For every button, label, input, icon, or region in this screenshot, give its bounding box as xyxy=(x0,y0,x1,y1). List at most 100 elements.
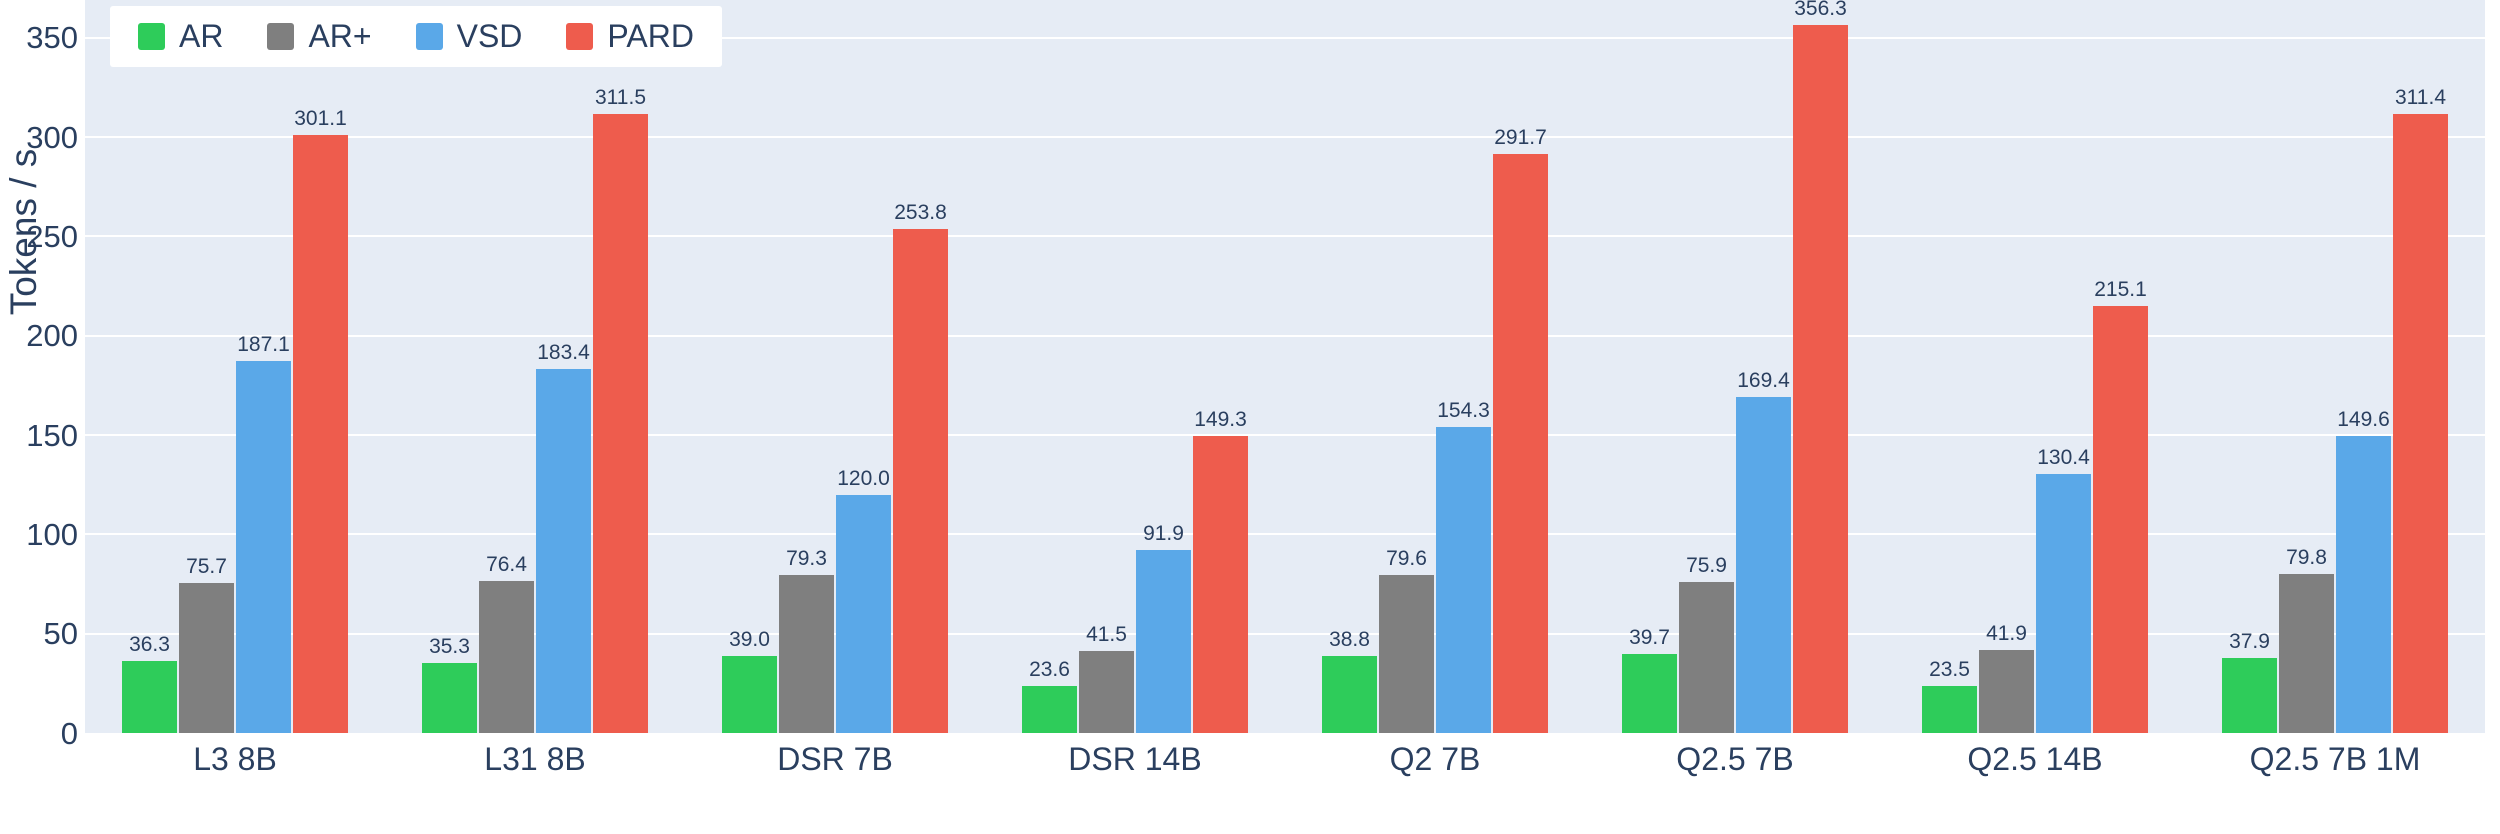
bar: 149.3 xyxy=(1193,408,1248,733)
y-tick-label: 50 xyxy=(43,616,78,652)
legend-label: AR xyxy=(179,18,224,54)
bar-value-label: 79.8 xyxy=(2286,546,2327,570)
bar-value-label: 187.1 xyxy=(237,333,290,357)
y-axis-title: Tokens / s xyxy=(3,148,44,316)
bar-group: 23.5 41.9 130.4 215.1 xyxy=(1885,0,2185,733)
bar: 215.1 xyxy=(2093,278,2148,733)
bar-value-label: 130.4 xyxy=(2037,445,2090,469)
bar: 41.9 xyxy=(1979,622,2034,733)
x-axis-category-label: DSR 7B xyxy=(777,741,893,777)
bar-group: 37.9 79.8 149.6 311.4 xyxy=(2185,0,2485,733)
bar-value-label: 169.4 xyxy=(1737,368,1790,392)
bar: 75.7 xyxy=(179,555,234,733)
bar: 311.4 xyxy=(2393,86,2448,733)
bar-value-label: 311.5 xyxy=(595,86,646,110)
bar: 75.9 xyxy=(1679,554,1734,733)
bar: 183.4 xyxy=(536,341,591,733)
bar-group: 36.3 75.7 187.1 301.1 xyxy=(85,0,385,733)
legend-item-ar[interactable]: AR xyxy=(138,18,223,55)
bar-value-label: 356.3 xyxy=(1794,0,1847,21)
x-axis-category-label: Q2.5 7B 1M xyxy=(2249,741,2421,777)
legend-item-vsd[interactable]: VSD xyxy=(415,18,522,55)
bar-group: 38.8 79.6 154.3 291.7 xyxy=(1285,0,1585,733)
bar: 154.3 xyxy=(1436,399,1491,733)
y-tick-label: 100 xyxy=(26,516,78,552)
y-tick-label: 150 xyxy=(26,417,78,453)
bar: 187.1 xyxy=(236,333,291,733)
legend-label: AR+ xyxy=(308,18,372,54)
bar-value-label: 253.8 xyxy=(894,200,947,224)
legend-swatch-icon xyxy=(267,23,295,50)
gridline xyxy=(85,334,2485,337)
bar-value-label: 311.4 xyxy=(2395,86,2446,110)
gridline xyxy=(85,434,2485,437)
x-axis-labels: L3 8B L31 8B DSR 7B DSR 14B Q2 7B Q2.5 7B Q2.5… xyxy=(85,741,2485,778)
y-tick-label: 200 xyxy=(26,318,78,354)
bar-value-label: 149.6 xyxy=(2337,407,2390,431)
legend-item-ar-[interactable]: AR+ xyxy=(267,18,372,55)
x-axis-category-label: Q2.5 14B xyxy=(1967,741,2103,777)
bar-value-label: 291.7 xyxy=(1494,125,1547,149)
bar-value-label: 76.4 xyxy=(486,553,527,577)
bar: 76.4 xyxy=(479,553,534,733)
bar-value-label: 183.4 xyxy=(537,340,590,364)
gridline xyxy=(85,136,2485,139)
bar: 253.8 xyxy=(893,201,948,733)
bar-value-label: 301.1 xyxy=(294,106,347,130)
bar-value-label: 79.3 xyxy=(786,547,827,571)
bar-value-label: 41.5 xyxy=(1086,622,1127,646)
gridline xyxy=(85,235,2485,238)
bar-value-label: 23.5 xyxy=(1929,658,1970,682)
x-axis-category-label: Q2.5 7B xyxy=(1676,741,1794,777)
legend-swatch-icon xyxy=(138,23,165,50)
legend: AR AR+ VSD PARD xyxy=(110,6,722,67)
bar-group: 35.3 76.4 183.4 311.5 xyxy=(385,0,685,733)
bar: 23.5 xyxy=(1922,658,1977,733)
x-axis-category-label: L31 8B xyxy=(484,741,586,777)
legend-swatch-icon xyxy=(566,23,594,50)
legend-item-pard[interactable]: PARD xyxy=(566,18,694,55)
bar: 91.9 xyxy=(1136,522,1191,733)
legend-swatch-icon xyxy=(415,23,443,50)
bar: 41.5 xyxy=(1079,623,1134,733)
gridline xyxy=(85,36,2485,39)
x-axis-category-label: DSR 14B xyxy=(1068,741,1202,777)
bar-value-label: 39.0 xyxy=(729,627,770,651)
bar: 291.7 xyxy=(1493,126,1548,733)
bar-group: 23.6 41.5 91.9 149.3 xyxy=(985,0,1285,733)
bar-value-label: 79.6 xyxy=(1386,546,1427,570)
bar: 38.8 xyxy=(1322,628,1377,733)
bar-value-label: 75.9 xyxy=(1686,554,1727,578)
bar: 79.8 xyxy=(2279,546,2334,733)
bar-value-label: 91.9 xyxy=(1143,522,1184,546)
bar: 39.7 xyxy=(1622,626,1677,733)
y-tick-label: 350 xyxy=(26,20,78,56)
bar: 356.3 xyxy=(1793,0,1848,733)
bar-value-label: 75.7 xyxy=(186,554,227,578)
x-axis-category-label: Q2 7B xyxy=(1389,741,1481,777)
bar-value-label: 215.1 xyxy=(2094,277,2147,301)
bar-value-label: 38.8 xyxy=(1329,627,1370,651)
bar-value-label: 35.3 xyxy=(429,634,470,658)
bar-value-label: 23.6 xyxy=(1029,658,1070,682)
y-tick-label: 250 xyxy=(26,218,78,254)
bar: 311.5 xyxy=(593,86,648,733)
bar-value-label: 41.9 xyxy=(1986,621,2027,645)
bar: 149.6 xyxy=(2336,408,2391,733)
bar-value-label: 39.7 xyxy=(1629,626,1670,650)
gridline xyxy=(85,533,2485,536)
y-tick-label: 300 xyxy=(26,119,78,155)
gridline xyxy=(85,632,2485,635)
bar-group: 39.7 75.9 169.4 356.3 xyxy=(1585,0,1885,733)
bar-groups: 36.3 75.7 187.1 301.1 35.3 76.4 183.4 311.5 39.0… xyxy=(85,0,2485,733)
bar-group: 39.0 79.3 120.0 253.8 xyxy=(685,0,985,733)
bar-value-label: 37.9 xyxy=(2229,629,2270,653)
bar: 79.6 xyxy=(1379,547,1434,733)
bar-value-label: 154.3 xyxy=(1437,398,1490,422)
legend-label: PARD xyxy=(607,18,694,54)
y-axis: 0 50 100 150 200 250 300 350 xyxy=(0,0,78,748)
bar: 301.1 xyxy=(293,107,348,733)
plot-area: 36.3 75.7 187.1 301.1 35.3 76.4 183.4 311.5 39.0… xyxy=(85,0,2485,733)
bar: 23.6 xyxy=(1022,658,1077,733)
